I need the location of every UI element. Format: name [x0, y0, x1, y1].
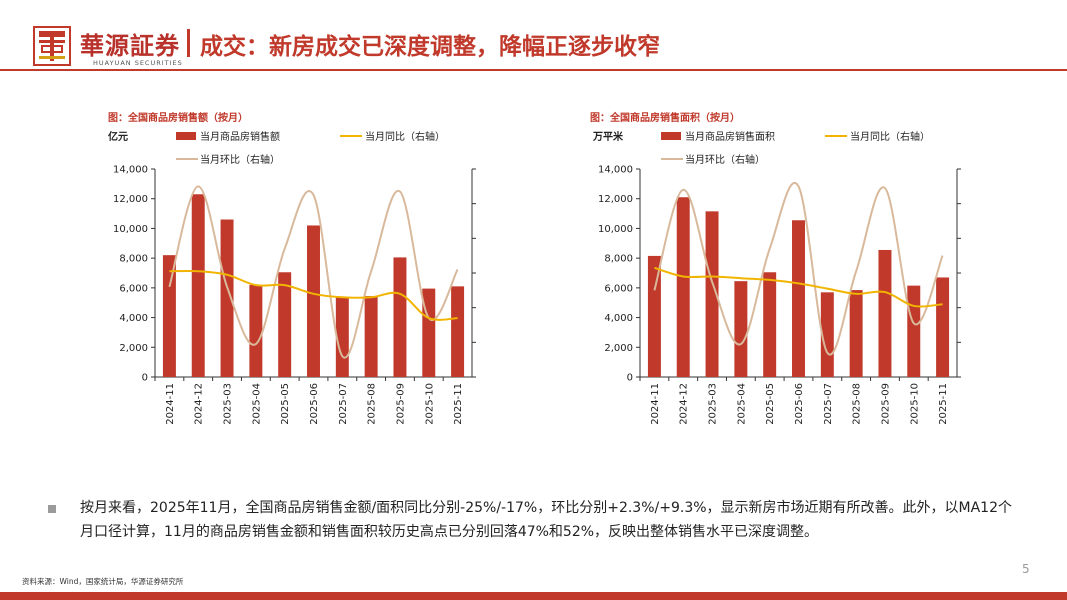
- page-number: 5: [1022, 562, 1030, 576]
- bar: [849, 290, 863, 377]
- brand-name-en: HUAYUAN SECURITIES: [93, 59, 183, 67]
- footer-bar: [0, 592, 1067, 600]
- bar: [763, 272, 777, 377]
- left-tick-label: 2,000: [119, 343, 148, 354]
- left-tick-label: 8,000: [604, 254, 633, 265]
- x-tick-label: 2025-04: [251, 383, 262, 425]
- x-tick-label: 2025-05: [280, 383, 291, 425]
- chart-sales-area: 万平米 当月商品房销售面积 当月同比（右轴） 当月环比（右轴） 0 2,000 4,000 6…: [592, 130, 961, 425]
- bar: [936, 277, 950, 377]
- x-tick-label: 2025-11: [938, 383, 949, 425]
- legend-item-bar: 当月商品房销售额: [200, 130, 280, 143]
- chart-sales-amount: 亿元 当月商品房销售额 当月同比（右轴） 当月环比（右轴） 0 2,000 4,000 6,0…: [108, 130, 476, 425]
- summary-text: 按月来看，2025年11月，全国商品房销售金额/面积同比分别-25%/-17%，…: [80, 500, 1012, 540]
- bar: [191, 194, 205, 377]
- left-tick-label: 10,000: [598, 224, 633, 235]
- bar: [820, 292, 834, 377]
- bar: [734, 281, 748, 377]
- x-tick-label: 2025-04: [736, 383, 747, 425]
- bar: [220, 219, 234, 377]
- huayuan-logo-icon: [33, 26, 71, 66]
- unit-label: 亿元: [108, 130, 128, 143]
- left-tick-label: 12,000: [113, 194, 148, 205]
- x-tick-label: 2025-03: [223, 383, 234, 425]
- bar: [278, 272, 292, 377]
- left-tick-label: 8,000: [119, 254, 148, 265]
- unit-label: 万平米: [592, 130, 624, 143]
- x-tick-label: 2024-12: [194, 383, 205, 425]
- source-note: 资料来源：Wind，国家统计局，华源证券研究所: [22, 577, 184, 586]
- bar: [676, 197, 690, 377]
- x-tick-label: 2024-11: [650, 383, 661, 425]
- line-mom: [653, 182, 944, 356]
- x-tick-label: 2025-07: [338, 383, 349, 425]
- left-tick-label: 6,000: [604, 283, 633, 294]
- x-tick-label: 2025-11: [453, 383, 464, 425]
- title-accent-bar: [187, 29, 190, 57]
- legend-item-mom: 当月环比（右轴）: [200, 153, 280, 166]
- x-tick-label: 2024-12: [679, 383, 690, 425]
- bar: [451, 286, 465, 377]
- bar: [705, 211, 719, 377]
- chart-1-title: 图：全国商品房销售额（按月）: [108, 113, 248, 124]
- bar: [393, 257, 407, 377]
- x-tick-label: 2025-07: [823, 383, 834, 425]
- x-tick-label: 2025-06: [794, 383, 805, 425]
- left-tick-label: 0: [627, 373, 633, 384]
- x-tick-label: 2024-11: [165, 383, 176, 425]
- bar: [335, 296, 349, 377]
- left-tick-label: 6,000: [119, 283, 148, 294]
- line-yoy: [169, 270, 458, 321]
- x-tick-label: 2025-06: [309, 383, 320, 425]
- legend-item-mom: 当月环比（右轴）: [685, 153, 765, 166]
- left-tick-label: 14,000: [113, 165, 148, 176]
- line-mom: [168, 185, 459, 359]
- bar: [907, 285, 921, 377]
- left-tick-label: 0: [142, 373, 148, 384]
- legend-item-yoy: 当月同比（右轴）: [365, 130, 445, 143]
- x-tick-label: 2025-09: [880, 383, 891, 425]
- left-tick-label: 12,000: [598, 194, 633, 205]
- x-tick-label: 2025-03: [708, 383, 719, 425]
- left-tick-label: 4,000: [119, 313, 148, 324]
- bar: [307, 225, 320, 377]
- x-tick-label: 2025-10: [424, 383, 435, 425]
- x-tick-label: 2025-08: [367, 383, 378, 425]
- left-tick-label: 4,000: [604, 313, 633, 324]
- line-yoy: [654, 266, 943, 308]
- bar: [162, 255, 176, 377]
- x-tick-label: 2025-08: [852, 383, 863, 425]
- legend-item-yoy: 当月同比（右轴）: [850, 130, 930, 143]
- bar: [647, 255, 661, 377]
- left-tick-label: 14,000: [598, 165, 633, 176]
- page-title: 成交：新房成交已深度调整，降幅正逐步收窄: [200, 34, 660, 60]
- bullet-icon: [48, 505, 56, 513]
- bar: [249, 284, 263, 377]
- left-tick-label: 10,000: [113, 224, 148, 235]
- x-tick-label: 2025-10: [909, 383, 920, 425]
- header-divider: [0, 69, 1067, 71]
- brand-name: 華源証券: [80, 31, 180, 60]
- left-tick-label: 2,000: [604, 343, 633, 354]
- bar: [878, 249, 892, 377]
- legend-item-bar: 当月商品房销售面积: [685, 130, 775, 143]
- x-tick-label: 2025-05: [765, 383, 776, 425]
- bar: [364, 296, 378, 377]
- legend-swatch-bar: [661, 132, 681, 140]
- chart-2-title: 图：全国商品房销售面积（按月）: [590, 113, 740, 124]
- x-tick-label: 2025-09: [395, 383, 406, 425]
- legend-swatch-bar: [176, 132, 196, 140]
- bar: [792, 220, 805, 377]
